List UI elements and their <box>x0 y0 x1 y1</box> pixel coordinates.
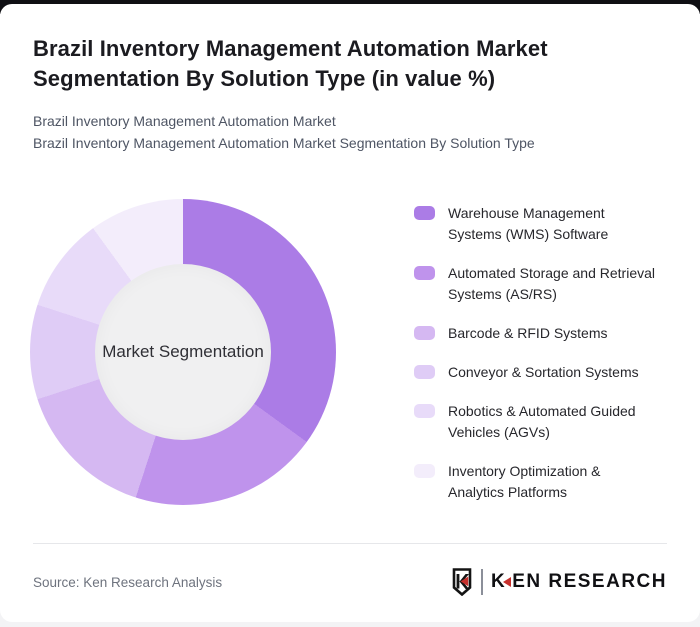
ken-research-shield-icon <box>452 568 472 596</box>
legend-swatch <box>414 464 435 478</box>
logo-divider <box>480 569 483 595</box>
legend-swatch <box>414 326 435 340</box>
subtitle-block: Brazil Inventory Management Automation M… <box>33 111 667 154</box>
subtitle-line-1: Brazil Inventory Management Automation M… <box>33 113 336 129</box>
legend-label: Inventory Optimization & Analytics Platf… <box>448 463 601 500</box>
report-card: Brazil Inventory Management Automation M… <box>0 4 700 622</box>
subtitle-line-2: Brazil Inventory Management Automation M… <box>33 134 535 151</box>
legend-swatch <box>414 266 435 280</box>
legend-item: Automated Storage and Retrieval Systems … <box>414 263 656 305</box>
chart-section: Market Segmentation Warehouse Management… <box>30 199 667 505</box>
legend-swatch <box>414 404 435 418</box>
logo-red-triangle-icon <box>503 577 512 587</box>
source-text: Source: Ken Research Analysis <box>33 574 223 590</box>
ken-research-wordmark: K EN RESEARCH <box>490 571 667 592</box>
legend-item: Robotics & Automated Guided Vehicles (AG… <box>414 401 656 443</box>
legend-label: Conveyor & Sortation Systems <box>448 364 639 380</box>
donut-chart-wrapper: Market Segmentation <box>30 199 336 505</box>
legend-item: Conveyor & Sortation Systems <box>414 362 656 383</box>
legend-swatch <box>414 206 435 220</box>
page-title: Brazil Inventory Management Automation M… <box>33 36 548 91</box>
donut-center-label: Market Segmentation <box>102 342 264 361</box>
legend-item: Inventory Optimization & Analytics Platf… <box>414 461 656 503</box>
footer: Source: Ken Research Analysis K EN RESEAR… <box>33 543 667 596</box>
donut-hole: Market Segmentation <box>95 264 271 440</box>
chart-legend: Warehouse Management Systems (WMS) Softw… <box>414 203 656 505</box>
legend-swatch <box>414 365 435 379</box>
legend-label: Automated Storage and Retrieval Systems … <box>448 265 656 302</box>
ken-research-logo: K EN RESEARCH <box>452 568 667 596</box>
legend-item: Barcode & RFID Systems <box>414 323 656 344</box>
legend-label: Barcode & RFID Systems <box>448 325 608 341</box>
legend-item: Warehouse Management Systems (WMS) Softw… <box>414 203 656 245</box>
legend-label: Robotics & Automated Guided Vehicles (AG… <box>448 403 636 440</box>
legend-label: Warehouse Management Systems (WMS) Softw… <box>448 205 609 242</box>
